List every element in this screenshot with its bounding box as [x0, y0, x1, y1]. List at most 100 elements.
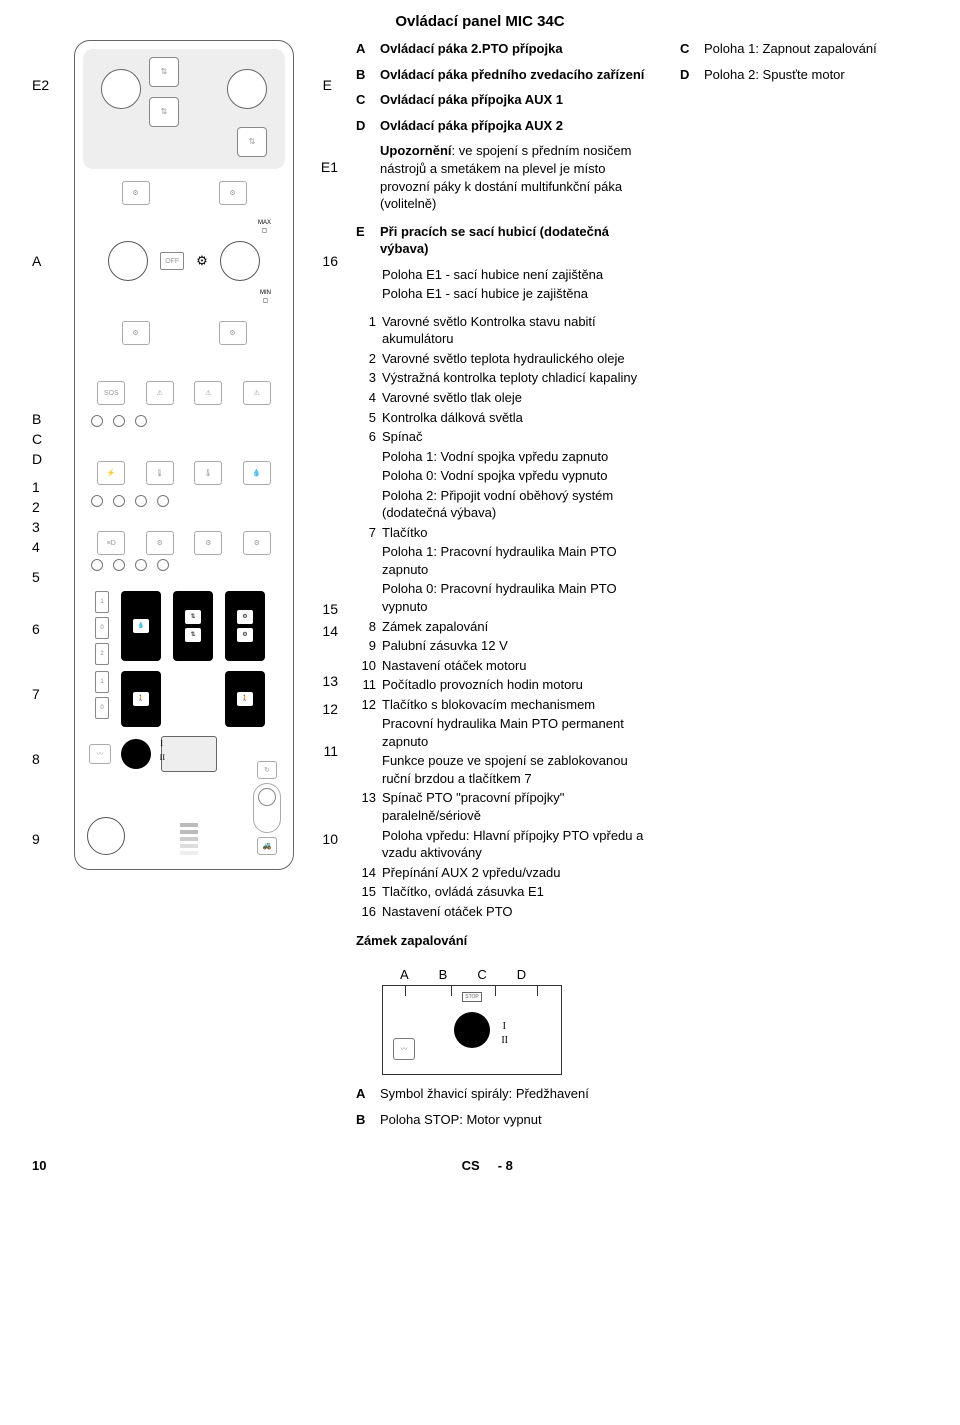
dot	[91, 559, 103, 571]
sw-pos-1: 1	[95, 591, 109, 613]
switch-6: 💧	[121, 591, 161, 661]
stop-icon: STOP	[462, 992, 482, 1002]
desc-D: Ovládací páka přípojka AUX 2	[380, 117, 563, 135]
icon-small: ⚙	[196, 252, 208, 270]
ln-12: 12	[356, 696, 376, 714]
icon-coolant-temp: 🌡	[194, 461, 222, 485]
lbl-D: D	[32, 450, 42, 469]
ln-16: 16	[356, 903, 376, 921]
ln-15: 15	[356, 883, 376, 901]
desc-7-p1: Poloha 1: Pracovní hydraulika Main PTO z…	[382, 543, 656, 578]
desc-C: Ovládací páka přípojka AUX 1	[380, 91, 563, 109]
ign-mark-i: I	[503, 1020, 506, 1034]
ign-desc-B: Poloha STOP: Motor vypnut	[380, 1111, 542, 1129]
ln-13: 13	[356, 789, 376, 824]
dot	[157, 559, 169, 571]
switch-15: ⚙⚙	[225, 591, 265, 661]
desc-3: Výstražná kontrolka teploty chladicí kap…	[382, 369, 656, 387]
lever-circle-right	[227, 69, 267, 109]
rpm-bars	[180, 823, 198, 855]
switch-icon: ⚙	[237, 628, 253, 642]
dot	[91, 415, 103, 427]
icon-small: ⚙	[146, 531, 174, 555]
page-title: Ovládací panel MIC 34C	[32, 12, 928, 32]
lbl-E: E	[323, 76, 332, 95]
footer-lang: CS	[462, 1158, 480, 1173]
lbl-13: 13	[322, 672, 338, 691]
lbl-1: 1	[32, 478, 40, 497]
lbl-7: 7	[32, 685, 40, 704]
ign-lt-A: A	[356, 1085, 372, 1103]
ign-lbl-B: B	[439, 966, 448, 984]
page-footer: 10 CS - 8	[32, 1157, 928, 1175]
icon-sos: SOS	[97, 381, 125, 405]
lever-icons-row: ⚙ ⚙	[87, 181, 281, 205]
desc-6-p0: Poloha 0: Vodní spojka vpředu vypnuto	[382, 467, 656, 485]
desc-D-note: Upozornění: Upozornění: ve spojení s pře…	[380, 142, 656, 212]
ign-i: I	[160, 739, 163, 750]
panel-outline: ⇅ ⇅ ⇅ ⚙ ⚙ MAX▢ OFF ⚙ MIN	[74, 40, 294, 870]
icon-small: ↻	[257, 761, 277, 779]
ign-lt-B: B	[356, 1111, 372, 1129]
ln-5: 5	[356, 409, 376, 427]
ln-6: 6	[356, 428, 376, 446]
icon-hydraulic-temp: 🌡	[146, 461, 174, 485]
ign-lbl-D: D	[517, 966, 526, 984]
lever-icon-b: ⇅	[149, 97, 179, 127]
lbl-8: 8	[32, 750, 40, 769]
ln-7: 7	[356, 524, 376, 542]
lbl-2: 2	[32, 498, 40, 517]
icon-small: ⚙	[219, 321, 247, 345]
switch-14: ⇅⇅	[173, 591, 213, 661]
sw-pos-2: 2	[95, 643, 109, 665]
switch-icon: 💧	[133, 619, 149, 633]
ln-8: 8	[356, 618, 376, 636]
r-lt-D: D	[680, 66, 696, 84]
ign-knob	[454, 1012, 490, 1048]
sw-pos-0: 0	[95, 697, 109, 719]
lt-B: B	[356, 66, 372, 84]
desc-11: Počítadlo provozních hodin motoru	[382, 676, 656, 694]
ln-10: 10	[356, 657, 376, 675]
icon-small: ⚠	[146, 381, 174, 405]
panel-diagram: E2 A B C D 1 2 3 4 5 6 7 8 9 E E1 16 15 …	[32, 40, 332, 1136]
desc-6: Spínač	[382, 428, 656, 446]
lbl-16: 16	[322, 252, 338, 271]
switch-7: 🚶	[121, 671, 161, 727]
warn-row-1-4: ⚡ 🌡 🌡 💧	[87, 461, 281, 485]
sw-pos-0: 0	[95, 617, 109, 639]
dot	[157, 495, 169, 507]
dot	[113, 495, 125, 507]
icon-small: ⚠	[194, 381, 222, 405]
icon-battery: ⚡	[97, 461, 125, 485]
socket-12v	[87, 817, 125, 855]
knob-16	[220, 241, 260, 281]
mid-knob-row: OFF ⚙	[75, 241, 293, 281]
desc-7: Tlačítko	[382, 524, 656, 542]
desc-E: Při pracích se sací hubicí (dodatečná vý…	[380, 223, 656, 258]
dot	[135, 415, 147, 427]
lbl-4: 4	[32, 538, 40, 557]
lbl-9: 9	[32, 830, 40, 849]
footer-left: 10	[32, 1157, 46, 1175]
off-box: OFF	[160, 252, 184, 270]
desc-13-s1: Poloha vpředu: Hlavní přípojky PTO vpřed…	[382, 827, 656, 862]
lbl-15: 15	[322, 600, 338, 619]
lbl-A: A	[32, 252, 41, 271]
ln-14: 14	[356, 864, 376, 882]
desc-10: Nastavení otáček motoru	[382, 657, 656, 675]
icon-small: ⚙	[194, 531, 222, 555]
desc-1: Varovné světlo Kontrolka stavu nabití ak…	[382, 313, 656, 348]
ign-box: STOP 〰 I II	[382, 985, 562, 1075]
dot	[113, 559, 125, 571]
lt-E: E	[356, 223, 372, 258]
ln-3: 3	[356, 369, 376, 387]
max-label: MAX▢	[258, 219, 271, 235]
slider-box: ↻ 🚜	[253, 761, 281, 855]
ln-11: 11	[356, 676, 376, 694]
dot-row-5	[87, 559, 281, 571]
warn-row-5: ≡D ⚙ ⚙ ⚙	[87, 531, 281, 555]
legend-main: AOvládací páka 2.PTO přípojka BOvládací …	[356, 40, 656, 1136]
switch-13: 🚶	[225, 671, 265, 727]
footer-center: CS - 8	[462, 1157, 513, 1175]
